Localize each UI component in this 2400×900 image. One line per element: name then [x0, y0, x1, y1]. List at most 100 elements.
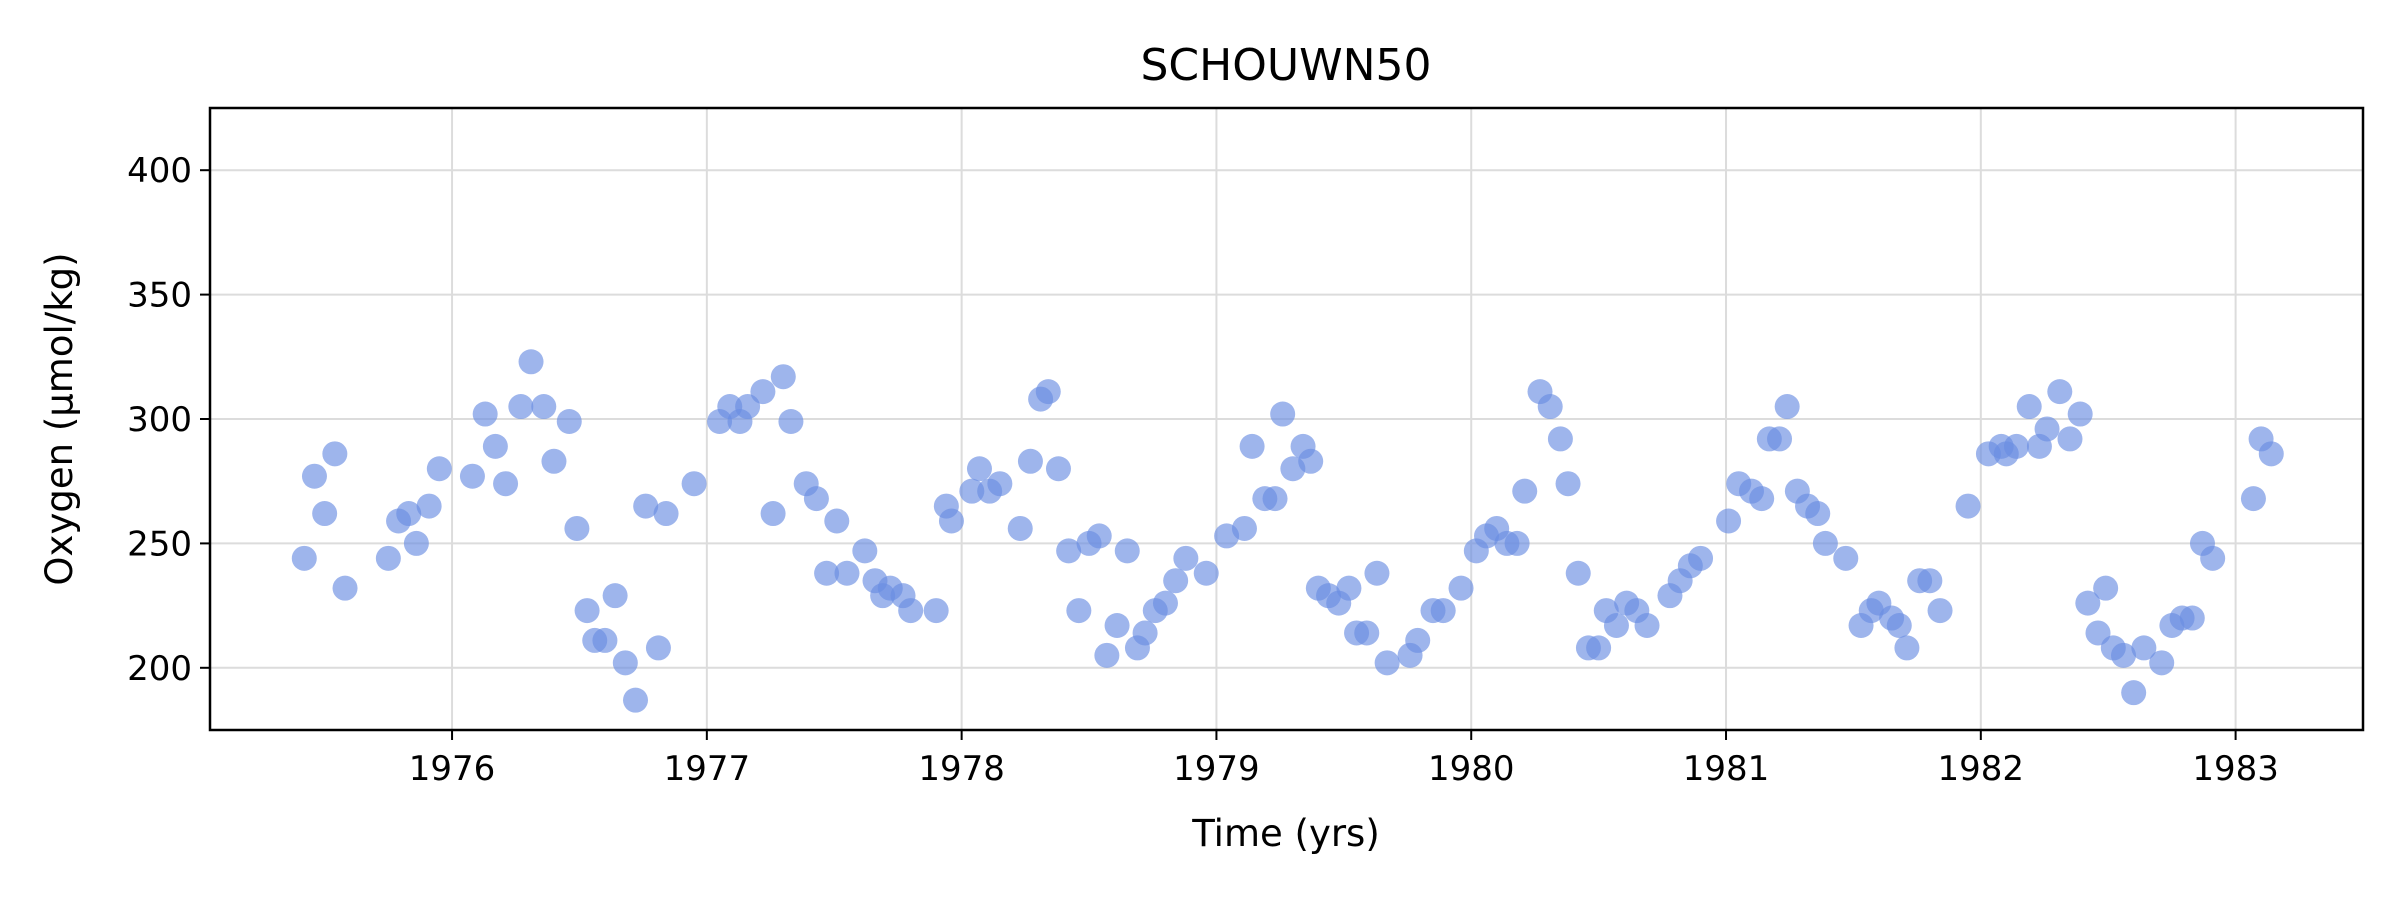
data-point	[1688, 545, 1714, 571]
data-point	[416, 493, 442, 519]
x-tick-label: 1980	[1428, 749, 1515, 789]
y-tick-label: 350	[127, 276, 192, 316]
data-point	[814, 560, 840, 586]
data-point	[852, 538, 878, 564]
data-point	[2016, 394, 2042, 420]
data-point	[375, 545, 401, 571]
data-point	[1066, 598, 1092, 624]
data-point	[1173, 545, 1199, 571]
data-point	[602, 583, 628, 609]
data-point	[923, 598, 949, 624]
data-point	[653, 501, 679, 527]
x-tick-label: 1978	[918, 749, 1005, 789]
data-point	[987, 471, 1013, 497]
data-point	[2057, 426, 2083, 452]
data-point	[2200, 545, 2226, 571]
data-point	[1270, 401, 1296, 427]
data-point	[1262, 486, 1288, 512]
data-point	[403, 530, 429, 556]
data-point	[518, 349, 544, 375]
y-tick-label: 400	[127, 151, 192, 191]
data-point	[459, 463, 485, 489]
data-point	[1231, 515, 1257, 541]
data-point	[312, 501, 338, 527]
data-point	[778, 408, 804, 434]
data-point	[1634, 613, 1660, 639]
data-point	[2179, 605, 2205, 631]
y-tick-label: 250	[127, 524, 192, 564]
data-point	[750, 379, 776, 405]
data-point	[1035, 379, 1061, 405]
data-point	[291, 545, 317, 571]
data-point	[1512, 478, 1538, 504]
data-point	[645, 635, 671, 661]
data-point	[1886, 613, 1912, 639]
data-point	[1716, 508, 1742, 534]
data-point	[760, 501, 786, 527]
data-point	[1354, 620, 1380, 646]
data-point	[2034, 416, 2060, 442]
x-axis-label: Time (yrs)	[1191, 812, 1380, 855]
data-point	[1448, 575, 1474, 601]
data-point	[2003, 433, 2029, 459]
data-point	[1114, 538, 1140, 564]
data-point	[1104, 613, 1130, 639]
data-point	[1193, 560, 1219, 586]
data-point	[735, 394, 761, 420]
data-point	[1056, 538, 1082, 564]
data-point	[1603, 613, 1629, 639]
chart-title: SCHOUWN50	[1141, 40, 1432, 91]
data-point	[1917, 568, 1943, 594]
data-point	[1833, 545, 1859, 571]
data-point	[1774, 394, 1800, 420]
data-point	[1017, 448, 1043, 474]
data-point	[1374, 650, 1400, 676]
x-axis-ticks: 1976 1977 1978 1979 1980 1981 1982 1983	[409, 730, 2279, 789]
data-point	[1805, 501, 1831, 527]
x-tick-label: 1976	[409, 749, 496, 789]
data-point	[1239, 433, 1265, 459]
x-tick-label: 1982	[1938, 749, 2025, 789]
data-point	[2075, 590, 2101, 616]
data-point	[2258, 441, 2284, 467]
data-point	[531, 394, 557, 420]
data-point	[2047, 379, 2073, 405]
data-point	[1298, 448, 1324, 474]
data-point	[770, 364, 796, 390]
data-point	[612, 650, 638, 676]
data-point	[966, 456, 992, 482]
data-point	[1094, 642, 1120, 668]
data-point	[592, 627, 618, 653]
y-tick-label: 300	[127, 400, 192, 440]
data-point	[1086, 523, 1112, 549]
data-point	[1152, 590, 1178, 616]
data-point	[322, 441, 348, 467]
data-point	[1045, 456, 1071, 482]
data-point	[1927, 598, 1953, 624]
data-point	[2131, 635, 2157, 661]
data-point	[1537, 394, 1563, 420]
x-tick-label: 1979	[1173, 749, 1260, 789]
data-point	[2093, 575, 2119, 601]
y-axis-label: Oxygen (µmol/kg)	[38, 252, 81, 585]
data-point	[1430, 598, 1456, 624]
data-point	[1749, 486, 1775, 512]
data-point	[623, 687, 649, 713]
data-point	[1812, 530, 1838, 556]
data-point	[1547, 426, 1573, 452]
data-point	[2085, 620, 2111, 646]
data-point	[508, 394, 534, 420]
data-point	[1163, 568, 1189, 594]
data-point	[2240, 486, 2266, 512]
data-point	[541, 448, 567, 474]
data-point	[1955, 493, 1981, 519]
y-tick-label: 200	[127, 649, 192, 689]
data-point	[1007, 515, 1033, 541]
data-point	[301, 463, 327, 489]
data-point	[564, 515, 590, 541]
data-point	[426, 456, 452, 482]
data-point	[574, 598, 600, 624]
data-point	[472, 401, 498, 427]
data-point	[803, 486, 829, 512]
